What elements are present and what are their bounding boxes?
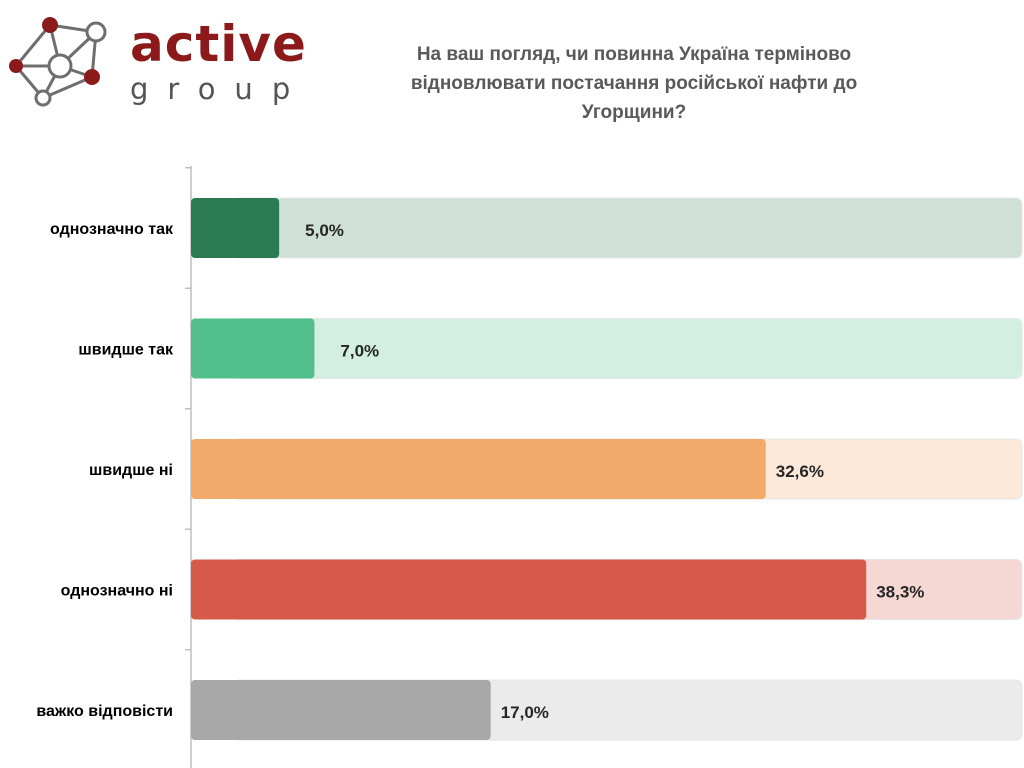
value-label: 7,0% (340, 342, 379, 361)
bar (191, 559, 867, 620)
chart-title: На ваш погляд, чи повинна Україна термін… (410, 44, 858, 123)
category-label: швидше так (78, 342, 174, 359)
category-label: однозначно так (50, 221, 174, 238)
bar (191, 198, 280, 258)
category-label: однозначно ні (61, 583, 173, 600)
bar (191, 318, 315, 379)
category-label: швидше ні (89, 462, 173, 479)
active-group-logo: active group (6, 8, 306, 118)
bar-track (232, 197, 1023, 259)
logo-text-group: group (130, 72, 310, 106)
value-label: 32,6% (776, 462, 824, 481)
value-label: 38,3% (876, 583, 924, 602)
bar (191, 439, 766, 499)
logo-text-active: active (130, 15, 307, 73)
value-label: 17,0% (501, 703, 549, 722)
network-logo-icon (9, 17, 107, 107)
value-label: 5,0% (305, 221, 344, 240)
bar (191, 680, 491, 740)
category-label: важко відповісти (36, 703, 173, 720)
